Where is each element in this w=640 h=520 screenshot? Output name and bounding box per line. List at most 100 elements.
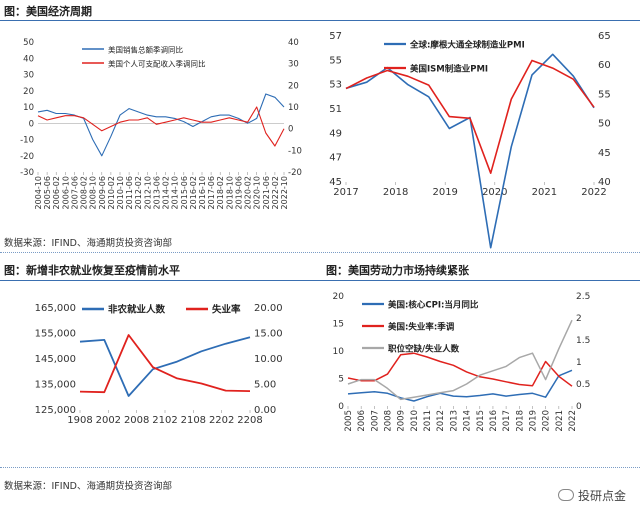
y-right-tick-label: 20 [288,81,299,91]
y-right-tick-label: 2 [576,314,582,324]
legend-label: 美国:核心CPI:当月同比 [388,300,479,311]
legend-label: 美国个人可支配收入季调同比 [108,59,206,69]
x-tick-label: 2005-06 [43,176,52,209]
y-right-tick-label: 55 [598,89,611,100]
x-tick-label: 2019 [432,187,457,198]
x-tick-label: 2002 [96,415,121,426]
x-tick-label: 2013 [449,410,459,432]
x-tick-label: 2019-06 [234,176,243,209]
y-left-tick-label: 145,000 [35,354,76,365]
y-left-tick-label: 165,000 [35,303,76,314]
x-tick-label: 2006-02 [52,176,61,209]
y-right-tick-label: 10.00 [254,354,283,365]
series-line-2 [347,352,573,387]
y-right-tick-label: 0 [576,402,582,412]
y-right-tick-label: 40 [288,38,299,48]
x-tick-label: 2008 [124,415,149,426]
x-tick-label: 2014 [463,410,473,432]
y-left-tick-label: 15 [333,320,344,330]
y-left-tick-label: 125,000 [35,405,76,416]
x-tick-label: 2022 [581,187,606,198]
y-left-tick-label: -10 [20,136,34,146]
x-tick-label: 2020 [482,187,507,198]
x-tick-label: 2021 [555,410,565,432]
legend-label: 美国销售总额季调同比 [108,45,183,55]
x-tick-label: 2007 [370,410,380,432]
x-tick-label: 2017 [502,410,512,432]
x-tick-label: 2108 [181,415,206,426]
y-left-tick-label: 50 [23,38,34,48]
x-tick-label: 2010-02 [107,176,116,209]
y-left-tick-label: 51 [329,104,342,115]
y-left-tick-label: 49 [329,128,342,139]
x-tick-label: 2022-02 [271,176,280,209]
series-line-2 [345,59,595,174]
x-tick-label: 2020-02 [244,176,253,209]
y-left-tick-label: 20 [333,292,345,302]
top-title-rule [0,20,640,21]
y-right-tick-label: 1 [576,358,582,368]
y-left-tick-label: 47 [329,153,342,164]
top-section-title: 图：美国经济周期 [4,5,92,18]
y-right-tick-label: 60 [598,60,611,71]
y-right-tick-label: 45 [598,148,611,159]
y-left-tick-label: 10 [23,103,34,113]
x-tick-label: 2012-10 [143,176,152,209]
x-tick-label: 2021 [532,187,557,198]
y-right-tick-label: -10 [288,146,302,156]
x-tick-label: 2208 [237,415,262,426]
y-right-tick-label: 2.5 [576,292,590,302]
legend-label: 全球:摩根大通全球制造业PMI [409,40,525,51]
x-tick-label: 2016 [489,410,499,432]
series-line-1 [345,53,595,249]
x-tick-label: 2022-10 [280,176,289,209]
y-left-tick-label: 0 [338,402,344,412]
x-tick-label: 2018-10 [225,176,234,209]
x-tick-label: 2006 [357,410,367,432]
series-line-3 [347,319,573,401]
x-tick-label: 2017-06 [207,176,216,209]
legend-label: 职位空缺/失业人数 [388,344,460,355]
x-tick-label: 2020-10 [253,176,262,209]
bottom-right-title: 图：美国劳动力市场持续紧张 [326,264,469,277]
x-tick-label: 2004-10 [34,176,43,209]
y-right-tick-label: 10 [288,103,299,113]
series-line-1 [79,336,251,397]
y-left-tick-label: 55 [329,55,342,66]
x-tick-label: 2008-10 [89,176,98,209]
x-tick-label: 2016-02 [189,176,198,209]
x-tick-label: 2010 [410,410,420,432]
y-right-tick-label: 30 [288,60,299,70]
top-source-rule [0,252,640,253]
y-right-tick-label: 0.00 [254,405,276,416]
y-right-tick-label: 1.5 [576,336,590,346]
x-tick-label: 2012 [436,410,446,432]
x-tick-label: 2011-06 [125,176,134,209]
x-tick-label: 2006-10 [61,176,70,209]
x-tick-label: 2010-10 [116,176,125,209]
bottom-source-note: 数据来源：IFIND、海通期货投资咨询部 [4,481,172,492]
x-tick-label: 1908 [67,415,92,426]
series-line-2 [79,334,251,394]
chart-retail-income: -30 -20 -10 0 10 20 30 40 50 -20 -10 0 10 20 30 40 2004-… [20,38,302,209]
x-tick-label: 2015 [476,410,486,432]
y-left-tick-label: 135,000 [35,380,76,391]
bottom-source-rule [0,467,640,468]
x-tick-label: 2021-06 [262,176,271,209]
y-right-tick-label: 0.5 [576,380,590,390]
chart-nonfarm: 125,000 135,000 145,000 155,000 165,000 0.00 5… [35,303,283,426]
x-tick-label: 2008-02 [80,176,89,209]
y-left-tick-label: 40 [23,54,34,64]
y-right-tick-label: 40 [598,177,611,188]
y-left-tick-label: 30 [23,71,34,81]
top-source-note: 数据来源：IFIND、海通期货投资咨询部 [4,238,172,249]
x-tick-label: 2018 [383,187,408,198]
plot-frame [80,308,250,410]
x-tick-label: 2016-10 [198,176,207,209]
x-tick-label: 2020 [542,410,552,432]
y-right-tick-label: 0 [288,125,293,135]
x-tick-label: 2012-02 [134,176,143,209]
y-left-tick-label: 53 [329,80,342,91]
x-tick-label: 2009 [397,410,407,432]
bottom-title-rule [0,280,640,281]
